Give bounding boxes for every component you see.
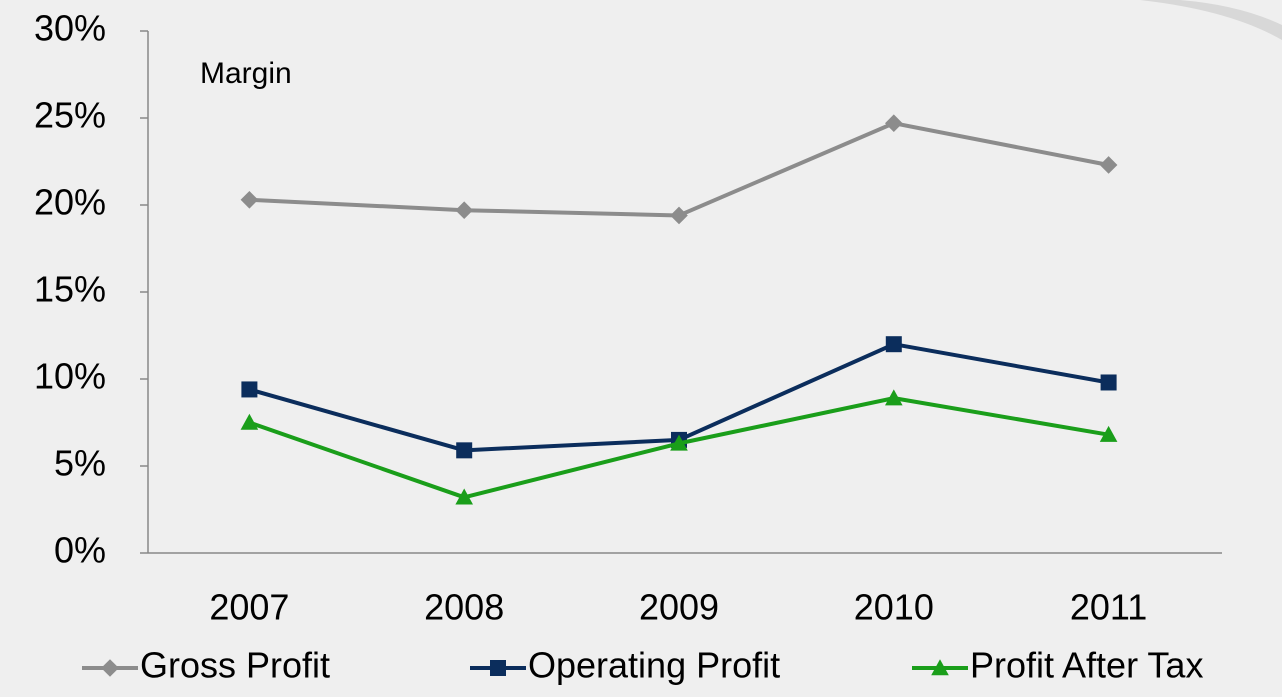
marker: [1100, 374, 1117, 391]
marker: [885, 336, 902, 353]
legend-label: Operating Profit: [528, 645, 780, 686]
x-tick-label: 2008: [424, 587, 504, 628]
marker: [241, 381, 258, 398]
marker: [1099, 425, 1118, 442]
legend-marker: [490, 660, 506, 676]
marker: [885, 114, 903, 133]
marker: [885, 389, 903, 406]
marker: [240, 190, 259, 209]
y-tick-label: 30%: [34, 8, 106, 49]
y-tick-label: 20%: [34, 182, 106, 223]
x-tick-label: 2010: [854, 587, 934, 628]
y-tick-label: 10%: [34, 356, 106, 397]
marker: [455, 488, 473, 505]
x-tick-label: 2011: [1070, 587, 1147, 628]
legend-label: Profit After Tax: [970, 645, 1203, 686]
x-tick-label: 2007: [209, 587, 289, 628]
marker: [670, 434, 688, 451]
legend-label: Gross Profit: [140, 645, 330, 686]
decoration: [1140, 0, 1282, 40]
legend-marker: [101, 659, 119, 677]
marker: [240, 413, 259, 430]
legend-marker: [931, 659, 949, 676]
x-tick-label: 2009: [639, 587, 719, 628]
y-tick-label: 5%: [54, 443, 106, 484]
annotation: Margin: [200, 57, 292, 90]
marker: [670, 206, 688, 225]
y-tick-label: 25%: [34, 95, 106, 136]
y-tick-label: 0%: [54, 530, 106, 571]
marker: [455, 201, 473, 220]
marker: [1099, 156, 1118, 174]
y-tick-label: 15%: [34, 269, 106, 310]
marker: [456, 442, 473, 459]
